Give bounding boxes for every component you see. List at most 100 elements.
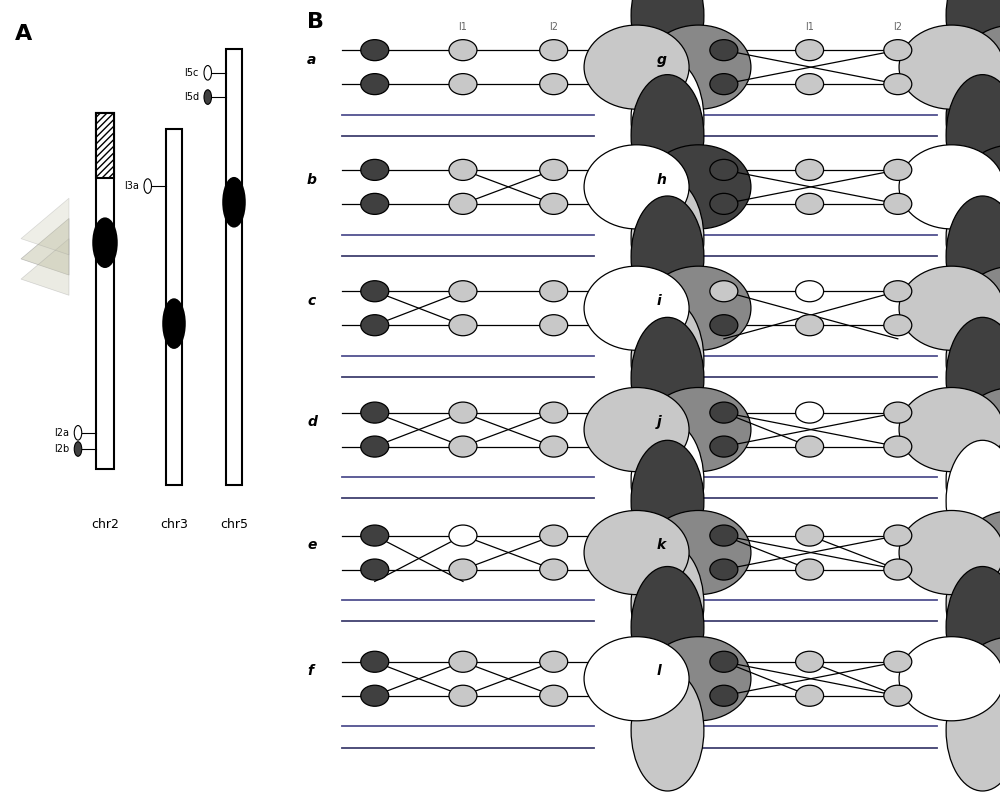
Ellipse shape: [884, 281, 912, 302]
Ellipse shape: [449, 193, 477, 214]
Ellipse shape: [540, 685, 568, 706]
Ellipse shape: [584, 145, 689, 229]
Ellipse shape: [796, 402, 824, 423]
Bar: [166, 129, 182, 485]
Ellipse shape: [540, 193, 568, 214]
Ellipse shape: [449, 74, 477, 95]
Text: g: g: [657, 53, 667, 67]
Ellipse shape: [540, 281, 568, 302]
Ellipse shape: [710, 74, 738, 95]
Ellipse shape: [796, 525, 824, 546]
Bar: [96, 113, 114, 469]
Ellipse shape: [361, 559, 389, 580]
Ellipse shape: [884, 559, 912, 580]
Ellipse shape: [361, 685, 389, 706]
Ellipse shape: [710, 193, 738, 214]
Ellipse shape: [884, 525, 912, 546]
Ellipse shape: [204, 66, 212, 80]
Ellipse shape: [449, 685, 477, 706]
Polygon shape: [21, 198, 69, 255]
Ellipse shape: [361, 651, 389, 672]
Ellipse shape: [946, 58, 1000, 180]
Ellipse shape: [796, 436, 824, 457]
Ellipse shape: [584, 25, 689, 109]
Ellipse shape: [584, 637, 689, 721]
Ellipse shape: [631, 544, 704, 665]
Ellipse shape: [796, 159, 824, 180]
Ellipse shape: [449, 281, 477, 302]
Ellipse shape: [361, 436, 389, 457]
Ellipse shape: [223, 178, 245, 227]
Ellipse shape: [899, 25, 1000, 109]
Text: l1: l1: [459, 23, 467, 32]
Ellipse shape: [899, 510, 1000, 595]
Ellipse shape: [796, 685, 824, 706]
Ellipse shape: [710, 281, 738, 302]
Ellipse shape: [710, 40, 738, 61]
Text: h: h: [657, 172, 667, 187]
Text: d: d: [307, 415, 317, 430]
Ellipse shape: [631, 670, 704, 791]
Ellipse shape: [961, 388, 1000, 472]
Ellipse shape: [361, 193, 389, 214]
Ellipse shape: [710, 159, 738, 180]
Ellipse shape: [710, 525, 738, 546]
Ellipse shape: [884, 651, 912, 672]
Bar: [96, 113, 114, 178]
Text: l2: l2: [549, 23, 558, 32]
Ellipse shape: [449, 559, 477, 580]
Ellipse shape: [361, 74, 389, 95]
Ellipse shape: [946, 178, 1000, 299]
Ellipse shape: [631, 178, 704, 299]
Text: l5c: l5c: [184, 68, 199, 78]
Ellipse shape: [884, 685, 912, 706]
Ellipse shape: [540, 74, 568, 95]
Ellipse shape: [584, 266, 689, 350]
Ellipse shape: [449, 315, 477, 336]
Text: chr2: chr2: [91, 518, 119, 531]
Ellipse shape: [946, 0, 1000, 76]
Ellipse shape: [631, 299, 704, 421]
Ellipse shape: [361, 159, 389, 180]
Ellipse shape: [796, 74, 824, 95]
Ellipse shape: [961, 266, 1000, 350]
Ellipse shape: [884, 159, 912, 180]
Text: chr3: chr3: [160, 518, 188, 531]
Ellipse shape: [961, 510, 1000, 595]
Ellipse shape: [631, 74, 704, 196]
Ellipse shape: [631, 440, 704, 561]
Ellipse shape: [163, 299, 185, 348]
Polygon shape: [21, 239, 69, 295]
Text: c: c: [307, 294, 315, 308]
Ellipse shape: [884, 193, 912, 214]
Ellipse shape: [361, 40, 389, 61]
Ellipse shape: [631, 0, 704, 76]
Text: b: b: [307, 172, 317, 187]
Ellipse shape: [946, 670, 1000, 791]
Ellipse shape: [540, 651, 568, 672]
Ellipse shape: [961, 145, 1000, 229]
Ellipse shape: [884, 402, 912, 423]
Ellipse shape: [796, 193, 824, 214]
Ellipse shape: [74, 442, 82, 456]
Text: a: a: [307, 53, 316, 67]
Ellipse shape: [449, 436, 477, 457]
Ellipse shape: [449, 402, 477, 423]
Ellipse shape: [361, 281, 389, 302]
Text: chr5: chr5: [220, 518, 248, 531]
Ellipse shape: [540, 315, 568, 336]
Ellipse shape: [884, 436, 912, 457]
Ellipse shape: [899, 388, 1000, 472]
Ellipse shape: [631, 566, 704, 688]
Ellipse shape: [584, 510, 689, 595]
Ellipse shape: [899, 266, 1000, 350]
Text: e: e: [307, 538, 316, 553]
Ellipse shape: [946, 421, 1000, 542]
Ellipse shape: [899, 145, 1000, 229]
Ellipse shape: [961, 25, 1000, 109]
Ellipse shape: [361, 315, 389, 336]
Ellipse shape: [540, 436, 568, 457]
Ellipse shape: [449, 40, 477, 61]
Ellipse shape: [584, 388, 689, 472]
Text: B: B: [307, 12, 324, 32]
